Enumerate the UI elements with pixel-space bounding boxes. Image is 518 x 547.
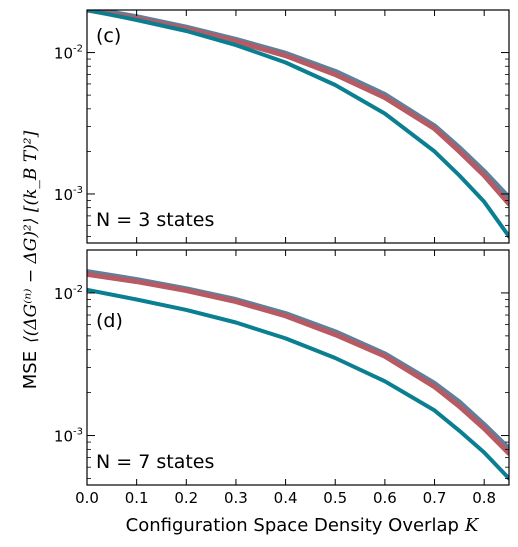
x-tick-label: 0.7 — [423, 489, 447, 507]
series-line-c-0 — [87, 10, 509, 202]
x-tick-label: 0.1 — [125, 489, 149, 507]
annotation-d: N = 7 states — [96, 451, 214, 473]
series-layer-d — [87, 269, 509, 481]
x-tick-label: 0.5 — [323, 489, 347, 507]
x-axis-label-symbol: K — [464, 515, 480, 536]
x-tick-label: 0.2 — [174, 489, 198, 507]
y-tick-label: 10-3 — [54, 185, 83, 204]
x-tick-label: 0.8 — [472, 489, 496, 507]
y-tick-label: 10-2 — [54, 284, 83, 303]
ticks-c: 10-3 10-2 — [54, 9, 509, 243]
series-line-c-2 — [87, 10, 509, 239]
annotation-c: N = 3 states — [96, 209, 214, 231]
x-tick-label: 0.0 — [75, 489, 99, 507]
panel-c: 10-3 10-2 (c) N = 3 states — [54, 9, 510, 244]
series-line-d-0 — [87, 269, 509, 453]
x-tick-label: 0.3 — [224, 489, 248, 507]
x-tick-labels: 0.0 0.1 0.2 0.3 0.4 0.5 0.6 0.7 0.8 — [75, 489, 496, 507]
panel-label-d: (d) — [96, 310, 123, 332]
y-axis-label-prefix: MSE — [20, 351, 41, 389]
y-tick-label: 10-3 — [54, 427, 83, 446]
x-axis-label: Configuration Space Density Overlap K — [126, 515, 480, 536]
panel-d: 10-3 10-2 (d) N = 7 states — [54, 249, 510, 486]
series-line-c-1 — [87, 10, 509, 207]
x-tick-label: 0.4 — [274, 489, 298, 507]
series-line-d-1 — [87, 271, 509, 456]
series-layer-c — [87, 10, 509, 239]
series-line-d-2 — [87, 287, 509, 481]
y-axis-label: MSE ⟨(ΔG⁽ⁿ⁾ − ΔG)²⟩ [(k_B T)²] — [20, 130, 41, 389]
svg-text:MSE⟨(ΔG⁽ⁿ⁾ − ΔG)²⟩ [(k_B T)²]: MSE ⟨(ΔG⁽ⁿ⁾ − ΔG)²⟩ [(k_B T)²] — [20, 130, 41, 389]
y-axis-label-math: ⟨(ΔG⁽ⁿ⁾ − ΔG)²⟩ [(k_B T)²] — [21, 130, 41, 343]
ticks-d: 10-3 10-2 — [54, 249, 509, 485]
x-tick-label: 0.6 — [373, 489, 397, 507]
panel-label-c: (c) — [96, 25, 121, 47]
x-axis-label-text: Configuration Space Density Overlap — [126, 515, 459, 536]
y-tick-label: 10-2 — [54, 44, 83, 63]
